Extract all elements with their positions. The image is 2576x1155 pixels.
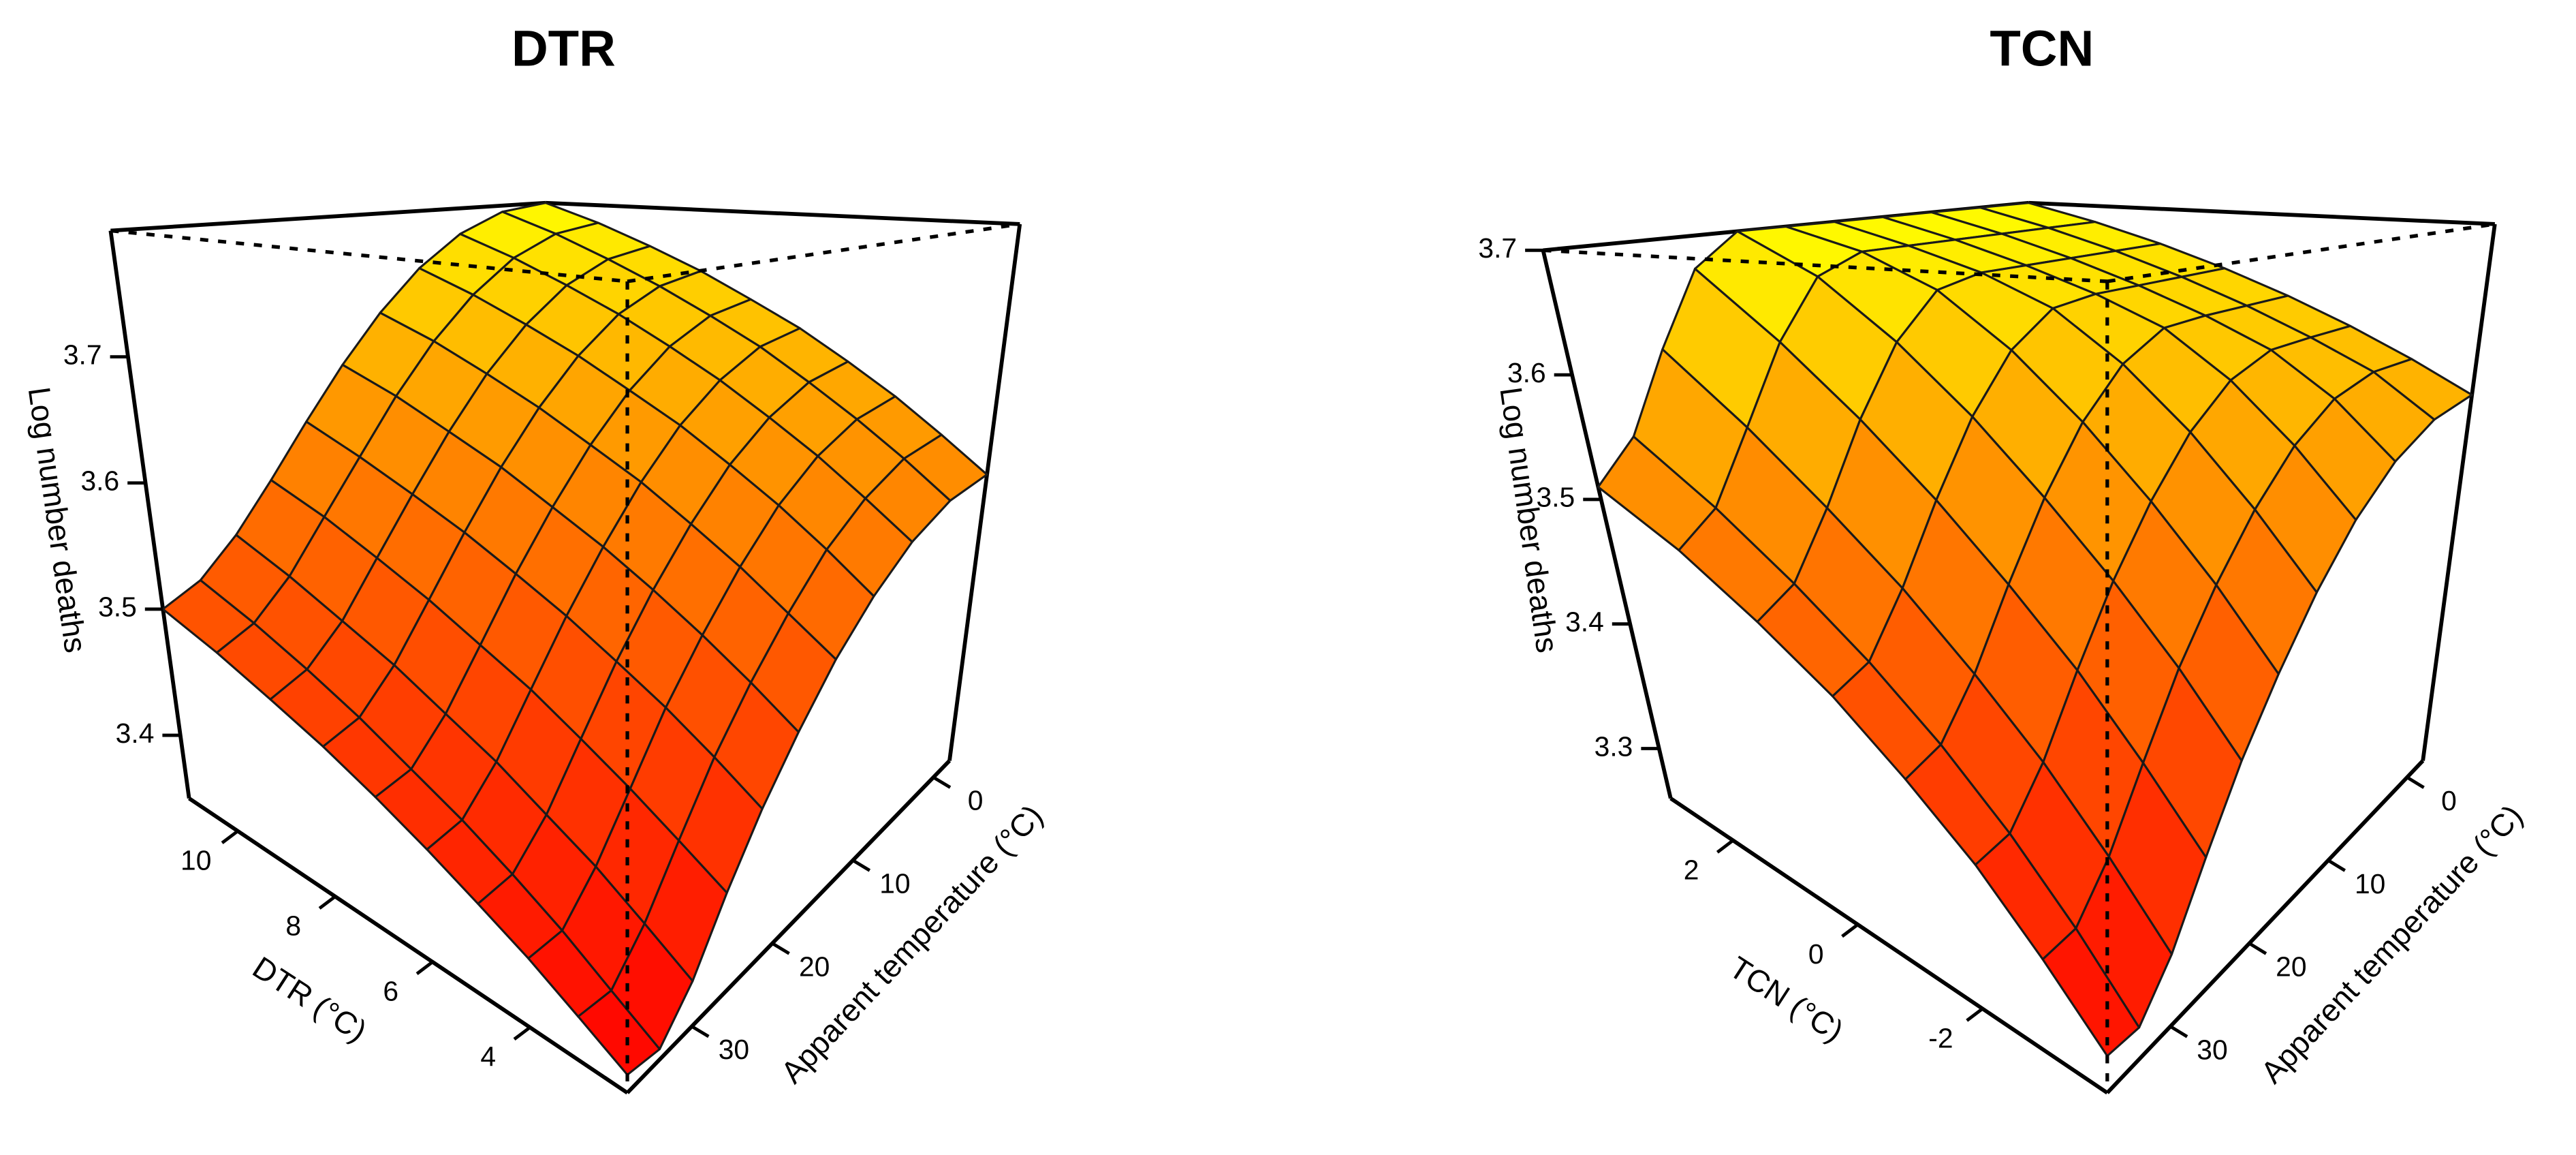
y-tick-label: 10 [879, 867, 910, 899]
box-edge [2421, 224, 2497, 761]
box-edge [1541, 249, 1673, 799]
box-edge [108, 230, 191, 799]
box-edge-hidden [2107, 222, 2496, 283]
y-tick-label: 0 [968, 785, 984, 816]
y-tick [2327, 859, 2346, 872]
y-tick-label: 0 [2441, 785, 2457, 816]
x-tick [415, 960, 434, 975]
box-edge-hidden [110, 228, 628, 283]
x-tick [1841, 923, 1859, 938]
z-tick-label: 3.5 [1537, 482, 1575, 513]
box-edge [2028, 200, 2495, 226]
chart-title: DTR [512, 20, 616, 76]
x-tick [1966, 1007, 1984, 1022]
y-tick [851, 859, 871, 872]
box-edge [545, 200, 1020, 226]
z-tick-label: 3.3 [1595, 730, 1633, 762]
z-tick-label: 3.7 [63, 339, 102, 370]
x-tick-label: 4 [480, 1041, 496, 1073]
y-tick-label: 30 [719, 1034, 749, 1065]
x-axis-title: TCN (°C) [1723, 950, 1849, 1049]
x-tick [513, 1026, 531, 1041]
x-tick-label: 0 [1808, 938, 1824, 970]
z-axis-title: Log number deaths [1493, 385, 1565, 655]
x-tick-label: -2 [1928, 1022, 1953, 1053]
surface-facet [2041, 927, 2141, 1058]
z-tick-label: 3.6 [1507, 357, 1546, 388]
z-tick-label: 3.7 [1478, 232, 1517, 264]
y-tick [2248, 942, 2267, 955]
box-edge [2105, 759, 2425, 1094]
surface-facet [577, 989, 661, 1076]
y-tick-label: 20 [2276, 951, 2306, 983]
y-tick [2169, 1025, 2188, 1038]
box-edge-hidden [1543, 248, 2107, 283]
y-axis-title: Apparent temperature (°C) [2254, 798, 2529, 1090]
y-tick-label: 10 [2355, 868, 2385, 899]
x-tick-label: 6 [383, 976, 398, 1007]
box-edge [947, 224, 1022, 761]
x-tick [318, 895, 336, 910]
y-tick [771, 942, 790, 955]
z-tick-label: 3.4 [1565, 606, 1604, 637]
chart-title: TCN [1990, 20, 2094, 76]
x-tick [221, 829, 239, 844]
box-edge [1669, 797, 2109, 1095]
box-edge [625, 759, 952, 1094]
z-tick-label: 3.6 [80, 465, 119, 497]
y-tick-label: 30 [2197, 1034, 2227, 1066]
x-tick-label: 10 [180, 845, 211, 876]
y-axis-title: Apparent temperature (°C) [774, 798, 1050, 1090]
y-tick-label: 20 [799, 951, 830, 982]
z-tick-label: 3.5 [98, 591, 137, 623]
z-axis-title: Log number deaths [22, 385, 93, 655]
box-edge [188, 797, 629, 1095]
z-tick-label: 3.4 [116, 718, 155, 749]
y-tick [691, 1025, 710, 1038]
x-tick-label: 2 [1684, 854, 1699, 885]
x-axis-title: DTR (°C) [247, 950, 373, 1049]
y-tick [2406, 775, 2425, 789]
y-tick [932, 775, 952, 789]
box-edge [110, 200, 546, 233]
x-tick [1716, 839, 1734, 854]
box-edge-hidden [627, 222, 1020, 283]
x-tick-label: 8 [285, 910, 301, 942]
